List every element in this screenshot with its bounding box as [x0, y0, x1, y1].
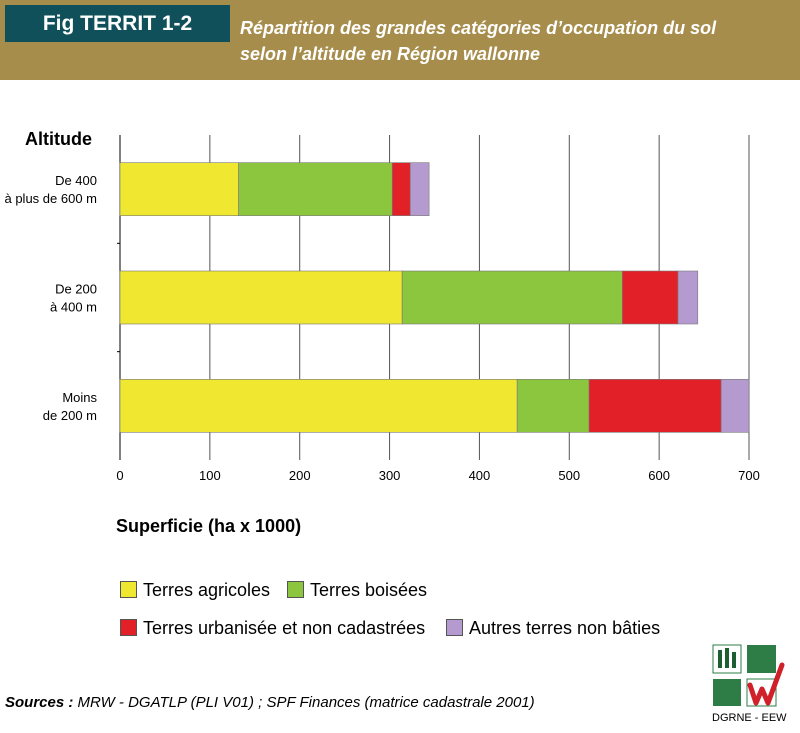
figure-title-line-2: selon l’altitude en Région wallonne [240, 44, 541, 64]
figure-tag: Fig TERRIT 1-2 [5, 5, 230, 42]
legend-swatch-urbanisee [120, 619, 137, 636]
header-band: Fig TERRIT 1-2 Répartition des grandes c… [0, 0, 800, 80]
bar-2-series-3 [720, 379, 750, 433]
figure-title: Répartition des grandes catégories d’occ… [240, 15, 785, 67]
legend-label-boisees: Terres boisées [310, 580, 428, 600]
bar-2-series-0 [119, 379, 518, 433]
bar-0-series-1 [238, 162, 393, 216]
legend-label-urbanisee: Terres urbanisée et non cadastrées [143, 618, 426, 638]
dgrne-logo [712, 644, 785, 707]
bar-0-series-2 [391, 162, 411, 216]
y-axis-title: Altitude [25, 129, 92, 149]
sources-label: Sources : [5, 694, 74, 711]
category-label-2-line-1: de 200 m [43, 408, 97, 423]
legend-item-urbanisee: Terres urbanisée et non cadastrées [120, 618, 425, 639]
legend-item-autres: Autres terres non bâties [446, 618, 660, 639]
x-tick-label-400: 400 [469, 468, 491, 483]
category-label-2-line-0: Moins [62, 390, 97, 405]
x-tick-label-100: 100 [199, 468, 221, 483]
bar-1-series-3 [677, 270, 699, 325]
bar-1-series-2 [622, 270, 679, 325]
bar-1-series-0 [119, 270, 403, 325]
legend-swatch-boisees [287, 581, 304, 598]
figure-title-line-1: Répartition des grandes catégories d’occ… [240, 18, 717, 38]
x-tick-label-300: 300 [379, 468, 401, 483]
category-label-0-line-0: De 400 [55, 173, 97, 188]
legend-swatch-agricoles [120, 581, 137, 598]
category-label-1-line-0: De 200 [55, 282, 97, 297]
bar-2-series-1 [516, 379, 590, 433]
sources-note: Sources : MRW - DGATLP (PLI V01) ; SPF F… [5, 694, 535, 711]
bar-2-series-2 [588, 379, 722, 433]
legend-label-agricoles: Terres agricoles [143, 580, 271, 600]
x-tick-label-200: 200 [289, 468, 311, 483]
legend-label-autres: Autres terres non bâties [469, 618, 661, 638]
legend-item-agricoles: Terres agricoles [120, 580, 270, 601]
bar-0-series-3 [409, 162, 430, 216]
bar-1-series-1 [401, 270, 623, 325]
bar-0-series-0 [119, 162, 239, 216]
x-tick-label-500: 500 [558, 468, 580, 483]
legend-item-boisees: Terres boisées [287, 580, 427, 601]
category-label-0-line-1: à plus de 600 m [4, 191, 97, 206]
logo-label: DGRNE - EEW [712, 712, 787, 724]
stacked-bar-chart: 0 100 200 300 400 500 600 700 Altitude Superficie… [4, 129, 760, 536]
x-tick-label-700: 700 [738, 468, 760, 483]
category-label-1-line-1: à 400 m [50, 300, 97, 315]
x-axis-title: Superficie (ha x 1000) [116, 516, 301, 536]
sources-text: MRW - DGATLP (PLI V01) ; SPF Finances (m… [73, 694, 535, 711]
x-tick-label-600: 600 [648, 468, 670, 483]
legend-swatch-autres [446, 619, 463, 636]
x-tick-label-0: 0 [116, 468, 123, 483]
